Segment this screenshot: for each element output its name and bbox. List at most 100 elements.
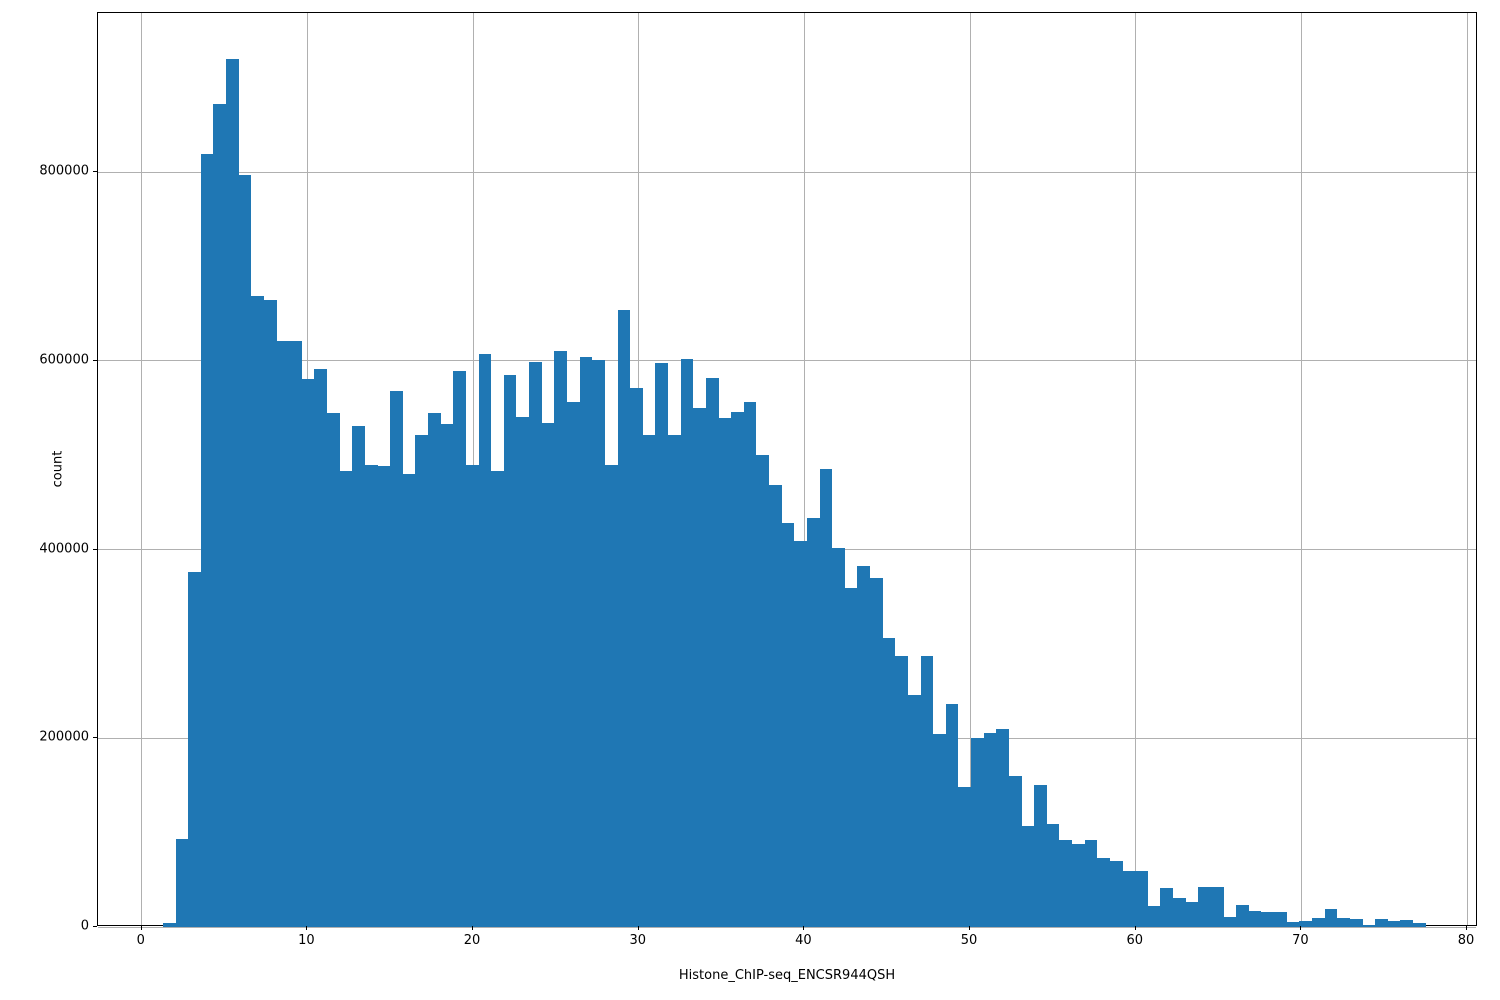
histogram-bar	[1122, 871, 1136, 927]
x-tick-label: 80	[1457, 933, 1475, 948]
histogram-bar	[756, 455, 770, 927]
y-axis-label: count	[50, 450, 66, 488]
histogram-bar	[1097, 858, 1110, 927]
histogram-bar	[895, 656, 908, 927]
x-tick-label: 0	[136, 933, 145, 948]
histogram-bar	[1274, 911, 1287, 927]
grid-line-vertical	[1466, 13, 1468, 925]
y-tick-mark	[93, 926, 97, 927]
histogram-bar	[162, 923, 176, 927]
grid-line-vertical	[969, 13, 971, 925]
histogram-bar	[238, 175, 252, 927]
histogram-bar	[263, 299, 277, 927]
y-tick-label: 600000	[39, 352, 89, 368]
x-tick-label: 40	[795, 933, 812, 948]
histogram-bar	[541, 423, 555, 927]
histogram-bar	[718, 417, 732, 927]
histogram-bar	[1248, 910, 1262, 927]
histogram-bar	[529, 361, 542, 927]
histogram-bar	[516, 416, 530, 927]
histogram-bar	[617, 310, 631, 927]
histogram-bar	[364, 464, 378, 927]
histogram-bar	[806, 517, 820, 927]
y-tick-mark	[93, 737, 97, 739]
x-tick-mark	[1134, 926, 1136, 930]
grid-line-vertical	[1135, 13, 1137, 925]
histogram-bar	[1236, 905, 1249, 927]
histogram-bar	[314, 369, 328, 927]
x-tick-mark	[1466, 926, 1468, 930]
histogram-bar	[428, 412, 441, 927]
histogram-bar	[352, 426, 365, 927]
histogram-bar	[301, 378, 315, 927]
histogram-bar	[971, 738, 984, 927]
histogram-bar	[1084, 840, 1098, 927]
histogram-bar	[1337, 917, 1350, 927]
x-tick-mark	[1300, 926, 1302, 930]
histogram-bar	[554, 350, 567, 927]
histogram-bar	[213, 104, 227, 927]
histogram-bar	[781, 523, 795, 927]
x-tick-mark	[472, 926, 474, 930]
histogram-bar	[1400, 920, 1414, 927]
histogram-bar	[642, 434, 656, 927]
x-tick-label: 70	[1292, 933, 1309, 948]
histogram-bar	[1324, 909, 1338, 927]
histogram-bar	[503, 375, 517, 927]
histogram-bar	[440, 424, 454, 927]
histogram-bar	[832, 547, 845, 927]
histogram-bar	[920, 656, 934, 927]
histogram-bar	[251, 295, 264, 927]
histogram-bar	[453, 371, 466, 927]
histogram-bar	[693, 408, 706, 927]
histogram-bar	[668, 434, 681, 927]
y-tick-mark	[93, 171, 97, 173]
histogram-bar	[945, 704, 959, 927]
histogram-bar	[1375, 918, 1388, 927]
histogram-bar	[1008, 776, 1022, 927]
histogram-bar	[844, 588, 858, 927]
histogram-bar	[1135, 871, 1148, 927]
plot-area	[97, 12, 1477, 928]
grid-line-horizontal	[98, 360, 1476, 362]
histogram-bar	[1185, 902, 1199, 927]
histogram-bar	[1046, 824, 1060, 927]
histogram-bar	[188, 572, 201, 927]
grid-line-vertical	[803, 13, 805, 925]
histogram-bar	[769, 484, 782, 927]
histogram-bar	[276, 341, 290, 927]
histogram-bar	[1312, 917, 1325, 927]
histogram-bar	[415, 434, 429, 927]
histogram-bar	[1349, 918, 1363, 927]
histogram-bar	[390, 391, 403, 927]
histogram-bar	[630, 388, 643, 927]
histogram-bar	[1413, 923, 1426, 927]
histogram-bar	[175, 839, 189, 927]
histogram-bar	[592, 360, 605, 927]
x-tick-label: 20	[463, 933, 481, 948]
histogram-bar	[289, 341, 302, 927]
histogram-bar	[743, 402, 757, 927]
histogram-bar	[465, 464, 479, 927]
y-tick-label: 400000	[39, 541, 89, 557]
x-tick-label: 10	[298, 933, 315, 948]
histogram-bar	[579, 357, 593, 927]
histogram-bar	[402, 474, 416, 927]
histogram-bar	[933, 733, 946, 927]
grid-line-vertical	[1300, 13, 1302, 925]
histogram-bar	[200, 154, 214, 927]
histogram-bar	[983, 732, 997, 927]
histogram-bar	[882, 638, 896, 927]
histogram-bar	[996, 728, 1009, 927]
histogram-bar	[491, 471, 504, 927]
histogram-bar	[705, 377, 719, 927]
histogram-bar	[1286, 922, 1300, 927]
histogram-bar	[1021, 826, 1035, 927]
histogram-bar	[1059, 840, 1073, 927]
x-tick-mark	[969, 926, 971, 930]
histogram-bar	[567, 401, 580, 927]
x-tick-mark	[140, 926, 142, 930]
histogram-bar	[604, 464, 618, 927]
x-tick-label: 60	[1126, 933, 1143, 948]
x-axis-label: Histone_ChIP-seq_ENCSR944QSH	[678, 968, 896, 983]
